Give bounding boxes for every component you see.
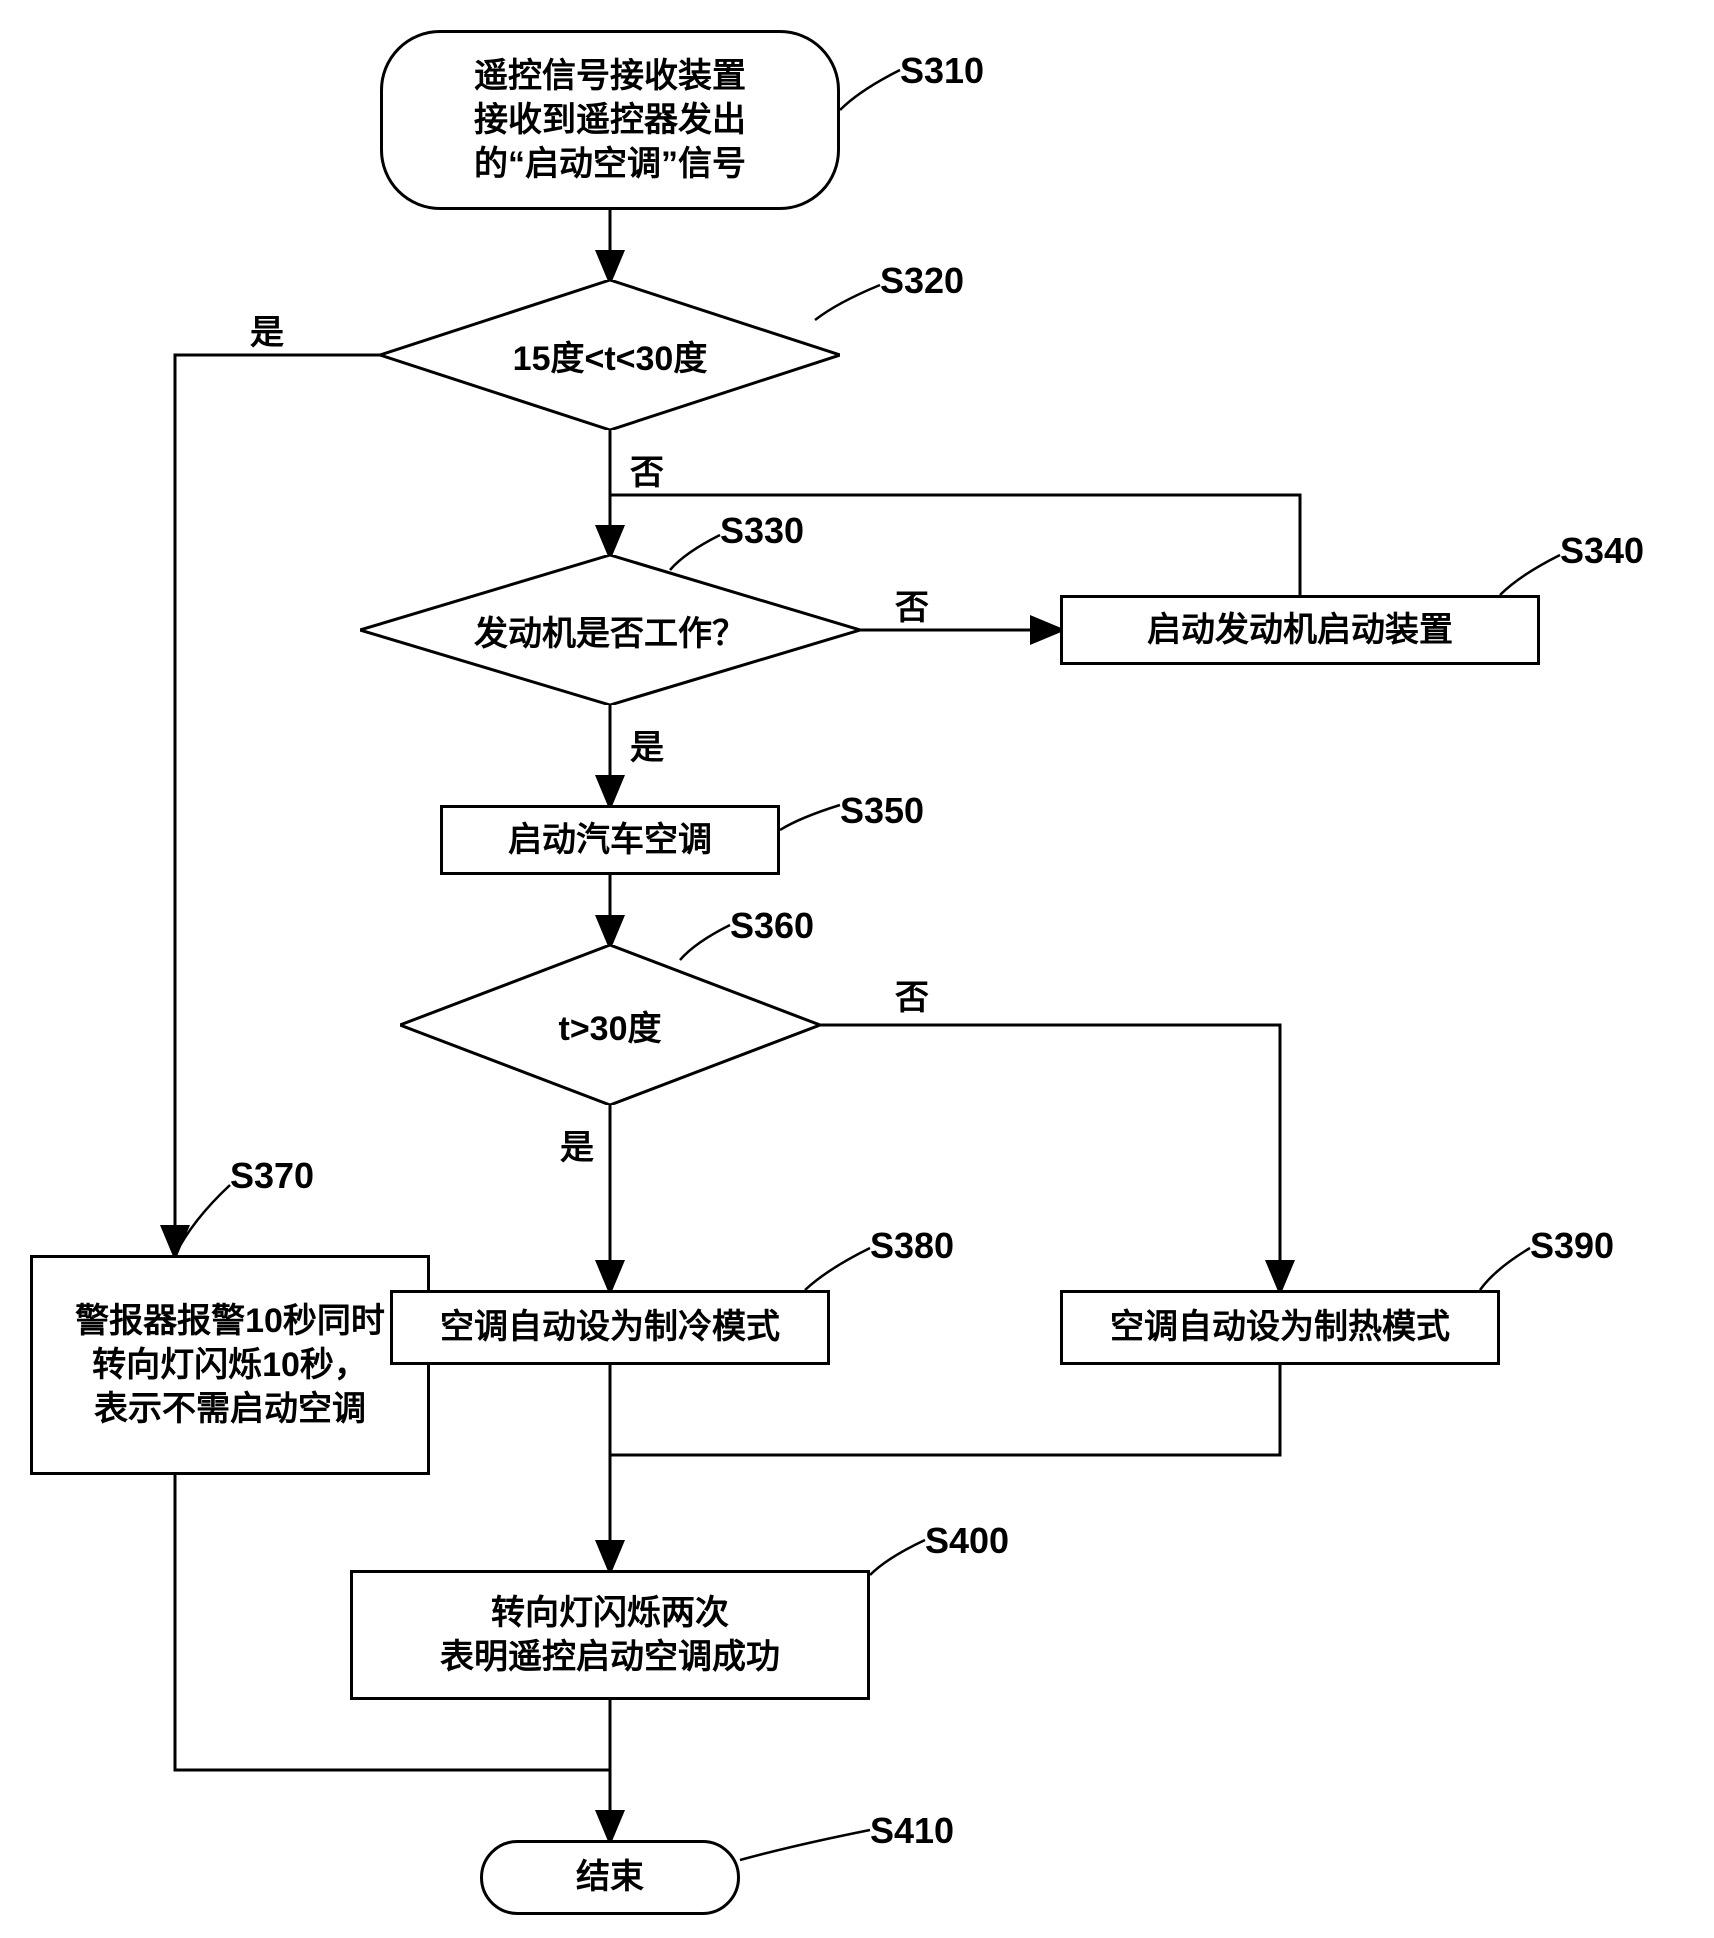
step-label-s360: S360 bbox=[730, 905, 814, 947]
node-text-s350: 启动汽车空调 bbox=[508, 818, 712, 862]
decision-s330: 发动机是否工作？ bbox=[360, 555, 860, 705]
decision-text-s330: 发动机是否工作？ bbox=[360, 555, 860, 705]
process-s390: 空调自动设为制热模式 bbox=[1060, 1290, 1500, 1365]
step-label-s350: S350 bbox=[840, 790, 924, 832]
process-s370: 警报器报警10秒同时转向灯闪烁10秒，表示不需启动空调 bbox=[30, 1255, 430, 1475]
step-label-s390: S390 bbox=[1530, 1225, 1614, 1267]
edge-label-s360_no: 否 bbox=[895, 970, 929, 1019]
edge-label-s360_yes: 是 bbox=[560, 1120, 594, 1169]
leader-s370 bbox=[175, 1185, 230, 1255]
process-s350: 启动汽车空调 bbox=[440, 805, 780, 875]
decision-text-s360: t>30度 bbox=[400, 945, 820, 1105]
terminator-s310: 遥控信号接收装置接收到遥控器发出的“启动空调”信号 bbox=[380, 30, 840, 210]
step-label-s330: S330 bbox=[720, 510, 804, 552]
node-text-s310: 遥控信号接收装置接收到遥控器发出的“启动空调”信号 bbox=[474, 54, 746, 187]
step-label-s380: S380 bbox=[870, 1225, 954, 1267]
step-label-s370: S370 bbox=[230, 1155, 314, 1197]
process-s340: 启动发动机启动装置 bbox=[1060, 595, 1540, 665]
leader-s400 bbox=[870, 1540, 925, 1575]
decision-s320: 15度<t<30度 bbox=[380, 280, 840, 430]
flowchart-canvas: 遥控信号接收装置接收到遥控器发出的“启动空调”信号 15度<t<30度发动机是否工… bbox=[0, 0, 1714, 1938]
edge-s390-merge bbox=[610, 1365, 1280, 1455]
edge-label-s330_no: 否 bbox=[895, 580, 929, 629]
step-label-s320: S320 bbox=[880, 260, 964, 302]
edge-label-s330_yes: 是 bbox=[630, 720, 664, 769]
leader-s310 bbox=[840, 70, 900, 110]
step-label-s410: S410 bbox=[870, 1810, 954, 1852]
step-label-s400: S400 bbox=[925, 1520, 1009, 1562]
decision-text-s320: 15度<t<30度 bbox=[380, 280, 840, 430]
decision-s360: t>30度 bbox=[400, 945, 820, 1105]
node-text-s340: 启动发动机启动装置 bbox=[1147, 608, 1453, 652]
step-label-s310: S310 bbox=[900, 50, 984, 92]
leader-s410 bbox=[740, 1830, 870, 1860]
process-s400: 转向灯闪烁两次表明遥控启动空调成功 bbox=[350, 1570, 870, 1700]
edge-s320-s370-yes bbox=[175, 355, 380, 1255]
terminator-s410: 结束 bbox=[480, 1840, 740, 1915]
node-text-s380: 空调自动设为制冷模式 bbox=[440, 1305, 780, 1349]
leader-s380 bbox=[805, 1248, 870, 1290]
leader-s350 bbox=[780, 805, 840, 830]
leader-s390 bbox=[1480, 1248, 1530, 1290]
step-label-s340: S340 bbox=[1560, 530, 1644, 572]
node-text-s370: 警报器报警10秒同时转向灯闪烁10秒，表示不需启动空调 bbox=[75, 1299, 385, 1432]
node-text-s410: 结束 bbox=[576, 1855, 644, 1899]
node-text-s390: 空调自动设为制热模式 bbox=[1110, 1305, 1450, 1349]
edge-label-s320_yes: 是 bbox=[250, 305, 284, 354]
node-text-s400: 转向灯闪烁两次表明遥控启动空调成功 bbox=[440, 1591, 780, 1679]
leader-s340 bbox=[1500, 555, 1560, 595]
process-s380: 空调自动设为制冷模式 bbox=[390, 1290, 830, 1365]
edge-label-s320_no: 否 bbox=[630, 445, 664, 494]
